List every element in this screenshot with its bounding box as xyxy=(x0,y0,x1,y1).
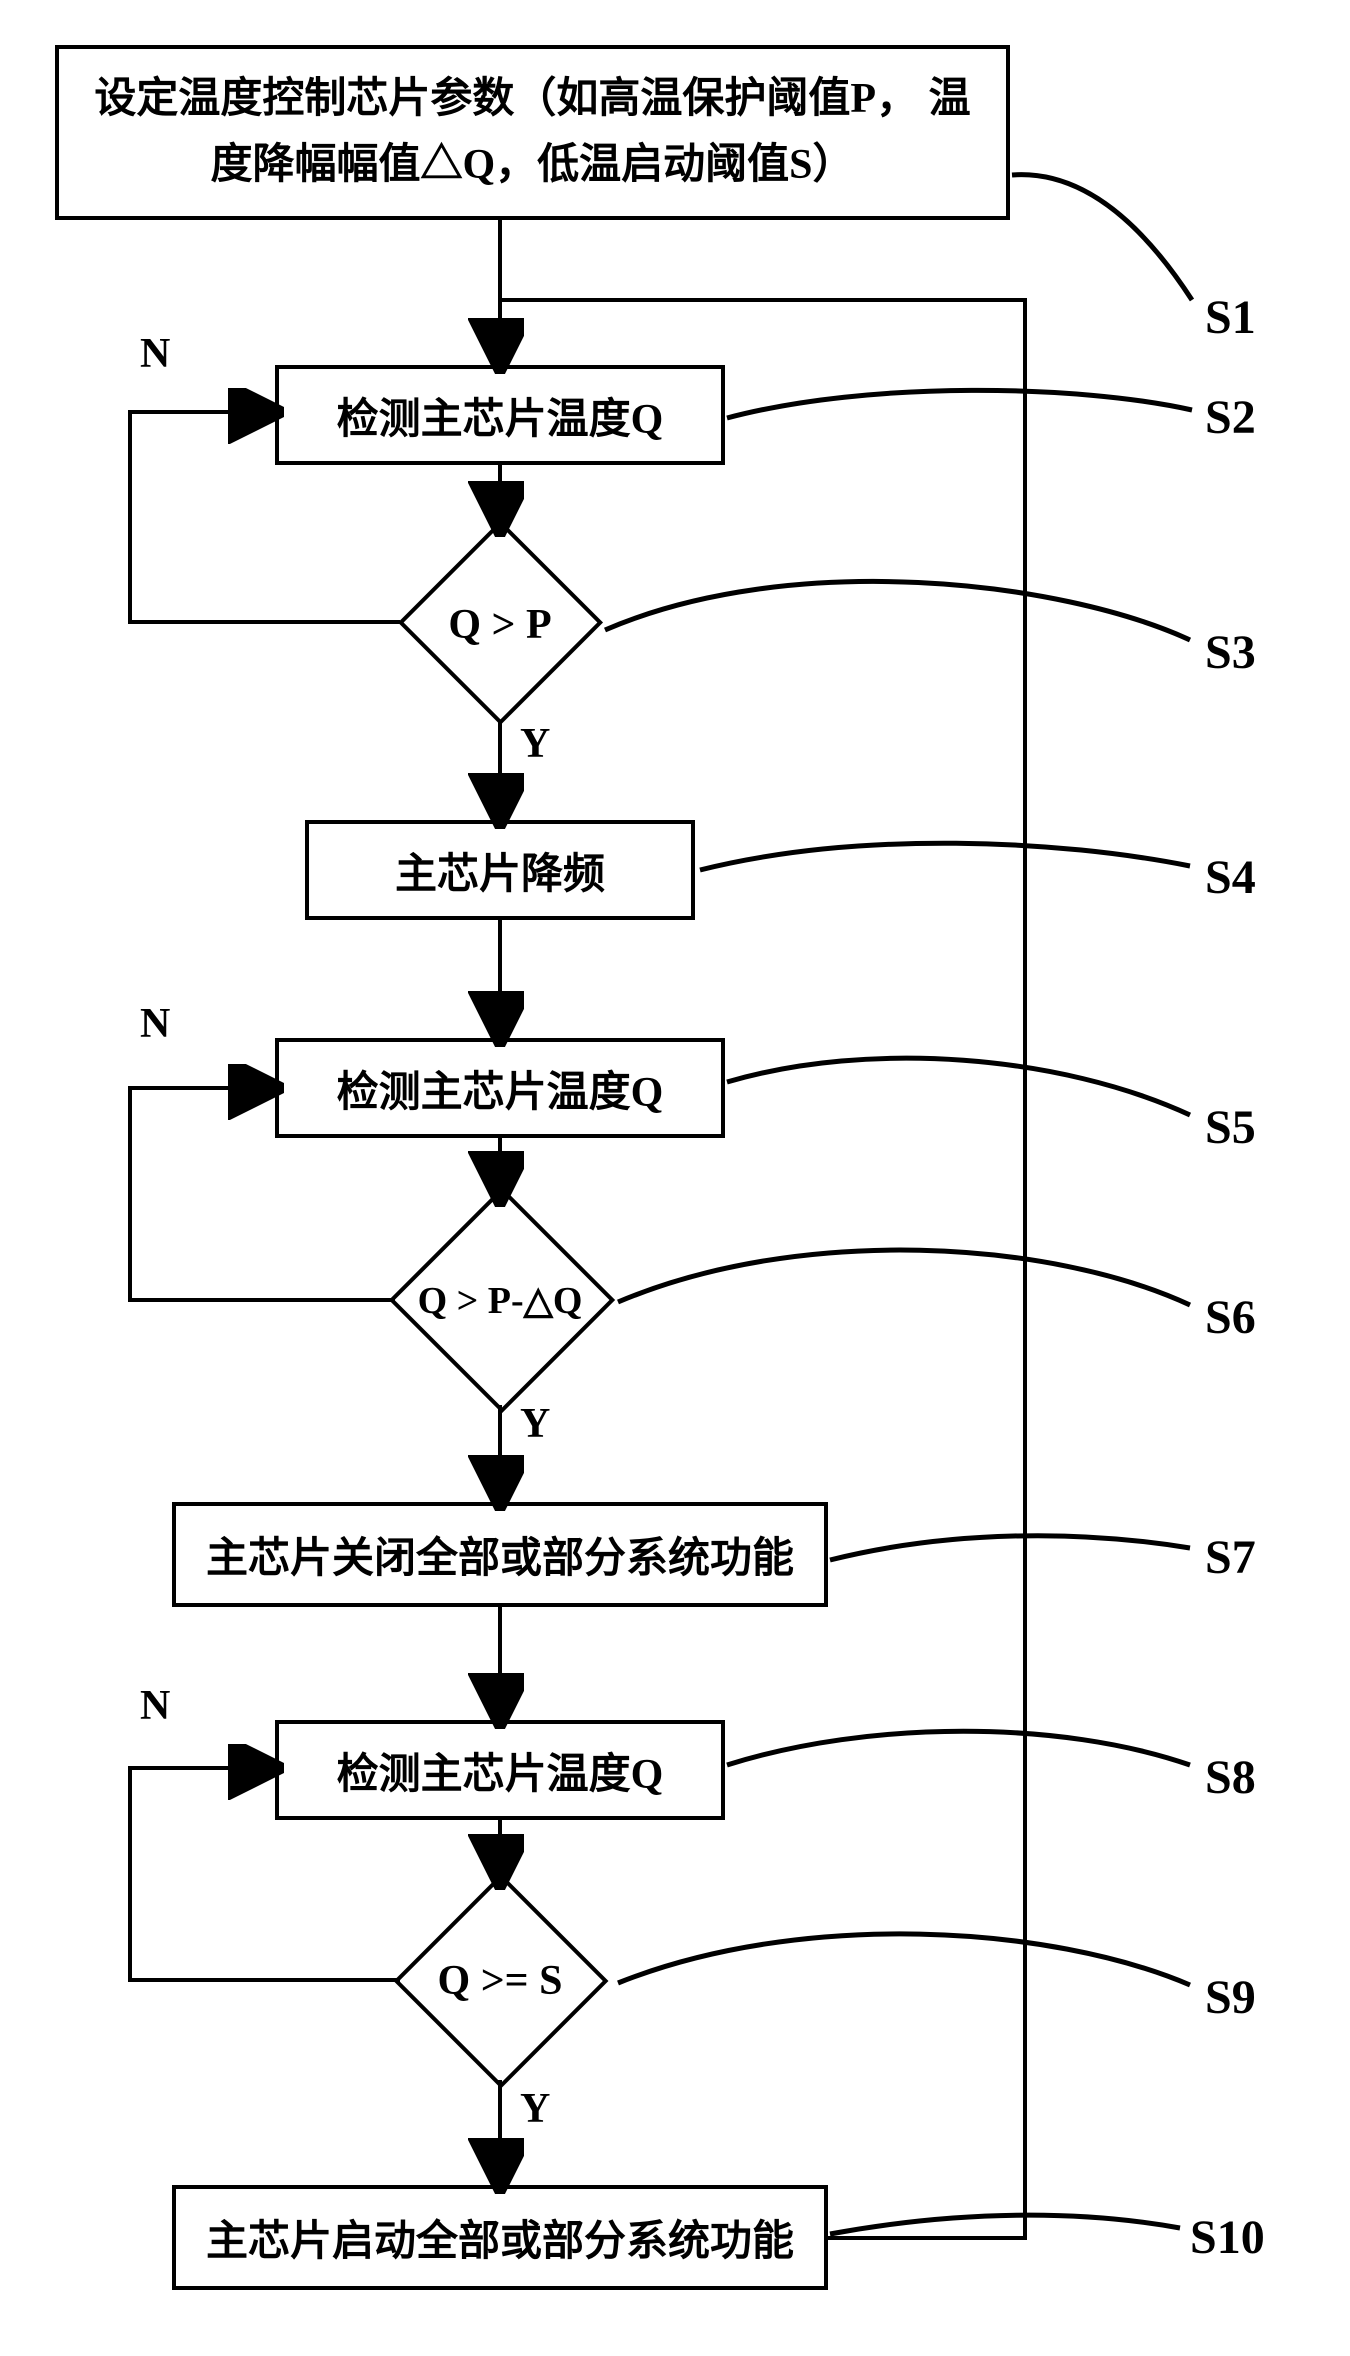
node-s8: 检测主芯片温度Q xyxy=(275,1720,725,1820)
node-s3-text: Q > P xyxy=(448,601,551,649)
step-label-s10: S10 xyxy=(1190,2210,1265,2265)
node-s1-text: 设定温度控制芯片参数（如高温保护阈值P， 温度降幅幅值△Q，低温启动阈值S） xyxy=(75,67,990,197)
branch-n-s6: N xyxy=(140,1000,170,1048)
step-label-s3: S3 xyxy=(1205,625,1256,680)
node-s6-label: Q > P-△Q xyxy=(380,1225,620,1375)
connectors-svg xyxy=(0,0,1350,2356)
step-label-s9: S9 xyxy=(1205,1970,1256,2025)
branch-n-s3: N xyxy=(140,330,170,378)
node-s8-text: 检测主芯片温度Q xyxy=(337,1740,664,1801)
node-s2: 检测主芯片温度Q xyxy=(275,365,725,465)
step-label-s8: S8 xyxy=(1205,1750,1256,1805)
node-s9-text: Q >= S xyxy=(438,1957,563,2005)
node-s1: 设定温度控制芯片参数（如高温保护阈值P， 温度降幅幅值△Q，低温启动阈值S） xyxy=(55,45,1010,220)
node-s3-label: Q > P xyxy=(400,555,600,695)
node-s10: 主芯片启动全部或部分系统功能 xyxy=(172,2185,828,2290)
step-label-s2: S2 xyxy=(1205,390,1256,445)
step-label-s6: S6 xyxy=(1205,1290,1256,1345)
step-label-s4: S4 xyxy=(1205,850,1256,905)
branch-y-s3: Y xyxy=(520,720,550,768)
flowchart-canvas: 设定温度控制芯片参数（如高温保护阈值P， 温度降幅幅值△Q，低温启动阈值S） 检… xyxy=(0,0,1350,2356)
branch-y-s9: Y xyxy=(520,2085,550,2133)
step-label-s7: S7 xyxy=(1205,1530,1256,1585)
node-s7-text: 主芯片关闭全部或部分系统功能 xyxy=(206,1524,794,1585)
node-s4-text: 主芯片降频 xyxy=(395,840,605,901)
branch-n-s9: N xyxy=(140,1682,170,1730)
node-s2-text: 检测主芯片温度Q xyxy=(337,385,664,446)
node-s9-label: Q >= S xyxy=(395,1908,605,2054)
step-label-s1: S1 xyxy=(1205,290,1256,345)
node-s5: 检测主芯片温度Q xyxy=(275,1038,725,1138)
node-s5-text: 检测主芯片温度Q xyxy=(337,1058,664,1119)
node-s4: 主芯片降频 xyxy=(305,820,695,920)
branch-y-s6: Y xyxy=(520,1400,550,1448)
node-s6-text: Q > P-△Q xyxy=(418,1278,583,1323)
node-s10-text: 主芯片启动全部或部分系统功能 xyxy=(206,2207,794,2268)
step-label-s5: S5 xyxy=(1205,1100,1256,1155)
node-s7: 主芯片关闭全部或部分系统功能 xyxy=(172,1502,828,1607)
